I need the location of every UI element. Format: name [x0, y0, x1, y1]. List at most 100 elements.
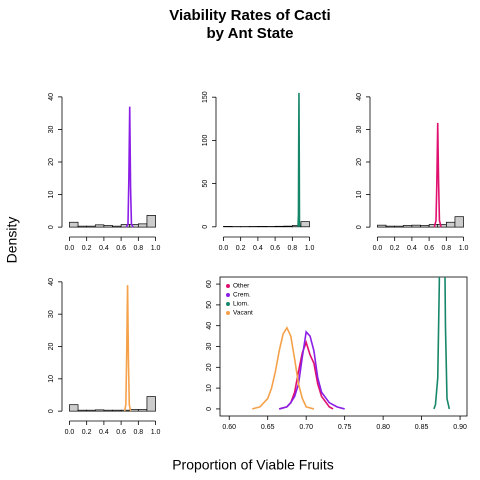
y-tick-label: 40: [356, 93, 363, 101]
y-tick-label: 0: [356, 225, 363, 229]
density-line: [297, 92, 301, 227]
legend-marker: [226, 311, 230, 315]
x-tick-label: 0.4: [99, 429, 109, 436]
x-tick-label: 0.8: [287, 245, 297, 252]
histogram-bar: [69, 404, 79, 412]
y-tick-label: 0: [48, 225, 55, 229]
histogram-bar: [411, 224, 421, 228]
x-tick-label: 0.4: [407, 245, 417, 252]
density-line: [125, 106, 134, 228]
x-tick-label: 1.0: [151, 245, 161, 252]
y-tick-label: 10: [48, 191, 55, 199]
legend-label: Crem.: [233, 292, 251, 299]
x-tick-label: 0.6: [116, 429, 126, 436]
legend-label: Other: [233, 283, 250, 290]
histogram-bar: [146, 396, 156, 412]
histogram-bar: [77, 409, 88, 412]
y-tick-label: 20: [48, 158, 55, 166]
x-tick-label: 0.8: [133, 429, 143, 436]
x-tick-label: 0.6: [116, 245, 126, 252]
x-tick-label: 0.2: [82, 245, 92, 252]
x-tick-label: 0.4: [253, 245, 263, 252]
density-line: [279, 330, 345, 410]
x-tick-label: 0.2: [236, 245, 246, 252]
x-tick-label: 0.6: [424, 245, 434, 252]
histogram-bar: [103, 225, 113, 228]
histogram-bar: [112, 409, 122, 412]
y-axis-label: Density: [4, 217, 20, 264]
y-tick-label: 30: [48, 310, 55, 318]
histogram-bar: [69, 221, 79, 228]
histogram-bar: [385, 225, 396, 228]
histogram-bar: [137, 223, 148, 228]
x-tick-label: 0.0: [65, 429, 75, 436]
x-tick-label: 1.0: [305, 245, 315, 252]
chart-title: Viability Rates of Cacti: [169, 7, 330, 24]
x-tick-label: 0.85: [415, 424, 429, 431]
y-tick-label: 100: [202, 134, 209, 146]
histogram-bar: [86, 225, 96, 228]
y-tick-label: 10: [206, 384, 213, 392]
histogram-bar: [394, 225, 404, 228]
y-tick-label: 50: [206, 301, 213, 309]
chart-title: by Ant State: [207, 25, 294, 42]
x-axis-label: Proportion of Viable Fruits: [172, 457, 334, 473]
x-tick-label: 0.75: [338, 424, 352, 431]
x-tick-label: 0.80: [376, 424, 390, 431]
x-tick-label: 0.90: [453, 424, 467, 431]
y-tick-label: 30: [356, 125, 363, 133]
histogram-bar: [274, 225, 285, 228]
y-tick-label: 50: [202, 180, 209, 188]
y-tick-label: 0: [202, 225, 209, 229]
x-tick-label: 0.2: [390, 245, 400, 252]
y-tick-label: 0: [206, 407, 213, 411]
histogram-bar: [377, 224, 387, 228]
histogram-bar: [137, 409, 148, 412]
histogram-bar: [112, 225, 122, 228]
x-tick-label: 0.6: [270, 245, 280, 252]
x-tick-label: 0.8: [133, 245, 143, 252]
y-tick-label: 40: [206, 322, 213, 330]
histogram-bar: [146, 215, 156, 228]
histogram-bar: [402, 225, 413, 228]
y-tick-label: 30: [48, 125, 55, 133]
y-tick-label: 30: [206, 343, 213, 351]
density-line: [279, 339, 334, 410]
histogram-bar: [420, 225, 430, 228]
histogram-bar: [94, 224, 105, 228]
x-tick-label: 0.0: [65, 245, 75, 252]
histogram-bar: [283, 225, 293, 228]
x-tick-label: 0.60: [222, 424, 236, 431]
histogram-bar: [120, 224, 131, 228]
y-tick-label: 40: [48, 93, 55, 101]
histogram-bar: [445, 221, 456, 228]
legend-marker: [226, 293, 230, 297]
legend-marker: [226, 302, 230, 306]
y-tick-label: 150: [202, 91, 209, 103]
histogram-bar: [103, 409, 113, 412]
y-tick-label: 10: [356, 191, 363, 199]
legend-marker: [226, 284, 230, 288]
histogram-bar: [77, 225, 88, 228]
y-tick-label: 40: [48, 278, 55, 286]
y-tick-label: 20: [48, 343, 55, 351]
y-tick-label: 0: [48, 409, 55, 413]
histogram-bar: [129, 224, 139, 228]
x-tick-label: 0.65: [261, 424, 275, 431]
x-tick-label: 1.0: [151, 429, 161, 436]
density-line: [123, 285, 132, 412]
histogram-bar: [300, 221, 310, 228]
y-tick-label: 20: [356, 158, 363, 166]
y-tick-label: 20: [206, 363, 213, 371]
x-tick-label: 0.0: [373, 245, 383, 252]
y-tick-label: 60: [206, 280, 213, 288]
histogram-bar: [94, 409, 105, 412]
y-tick-label: 10: [48, 375, 55, 383]
histogram-bar: [454, 216, 464, 228]
x-tick-label: 0.0: [219, 245, 229, 252]
density-line: [433, 122, 442, 228]
histogram-bar: [437, 224, 447, 228]
histogram-bar: [86, 409, 96, 412]
x-tick-label: 1.0: [459, 245, 469, 252]
